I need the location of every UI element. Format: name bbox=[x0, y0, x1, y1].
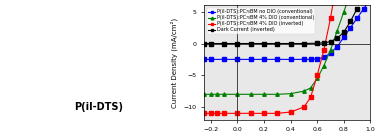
P(iI-DTS):PC₇₀BM no DIO (conventional) bbox=[202, 59, 206, 60]
P(iI-DTS):PC₇₀BM 4% DIO (inverted) bbox=[302, 106, 306, 108]
P(iI-DTS):PC₇₀BM no DIO (conventional) bbox=[348, 27, 353, 28]
Dark Current (inverted) bbox=[248, 43, 253, 44]
P(iI-DTS):PC₇₀BM no DIO (conventional) bbox=[355, 17, 359, 19]
P(iI-DTS):PC₇₀BM 4% DIO (conventional) bbox=[328, 49, 333, 51]
Dark Current (inverted) bbox=[355, 8, 359, 9]
P(iI-DTS):PC₇₀BM no DIO (conventional) bbox=[328, 52, 333, 54]
P(iI-DTS):PC₇₀BM 4% DIO (conventional) bbox=[315, 78, 319, 79]
P(iI-DTS):PC₇₀BM 4% DIO (conventional) bbox=[342, 11, 346, 13]
Dark Current (inverted) bbox=[202, 43, 206, 44]
Dark Current (inverted) bbox=[315, 42, 319, 44]
P(iI-DTS):PC₇₀BM 4% DIO (inverted) bbox=[235, 112, 240, 114]
Line: Dark Current (inverted): Dark Current (inverted) bbox=[202, 7, 359, 45]
P(iI-DTS):PC₇₀BM no DIO (conventional) bbox=[209, 59, 213, 60]
P(iI-DTS):PC₇₀BM no DIO (conventional) bbox=[302, 59, 306, 60]
Dark Current (inverted) bbox=[302, 43, 306, 44]
Dark Current (inverted) bbox=[335, 38, 339, 39]
P(iI-DTS):PC₇₀BM 4% DIO (inverted) bbox=[315, 74, 319, 76]
Line: P(iI-DTS):PC₇₀BM 4% DIO (conventional): P(iI-DTS):PC₇₀BM 4% DIO (conventional) bbox=[202, 0, 352, 96]
P(iI-DTS):PC₇₀BM no DIO (conventional) bbox=[288, 59, 293, 60]
P(iI-DTS):PC₇₀BM no DIO (conventional) bbox=[361, 8, 366, 9]
P(iI-DTS):PC₇₀BM no DIO (conventional) bbox=[342, 36, 346, 38]
Line: P(iI-DTS):PC₇₀BM no DIO (conventional): P(iI-DTS):PC₇₀BM no DIO (conventional) bbox=[202, 0, 372, 61]
P(iI-DTS):PC₇₀BM 4% DIO (conventional) bbox=[248, 93, 253, 95]
P(iI-DTS):PC₇₀BM 4% DIO (inverted) bbox=[202, 112, 206, 114]
P(iI-DTS):PC₇₀BM no DIO (conventional) bbox=[315, 58, 319, 60]
P(iI-DTS):PC₇₀BM 4% DIO (conventional) bbox=[288, 93, 293, 95]
P(iI-DTS):PC₇₀BM 4% DIO (conventional) bbox=[322, 65, 326, 67]
P(iI-DTS):PC₇₀BM no DIO (conventional) bbox=[222, 59, 226, 60]
Dark Current (inverted) bbox=[209, 43, 213, 44]
Dark Current (inverted) bbox=[342, 31, 346, 33]
P(iI-DTS):PC₇₀BM 4% DIO (conventional) bbox=[335, 30, 339, 32]
P(iI-DTS):PC₇₀BM 4% DIO (inverted) bbox=[288, 111, 293, 113]
P(iI-DTS):PC₇₀BM 4% DIO (inverted) bbox=[322, 49, 326, 51]
P(iI-DTS):PC₇₀BM 4% DIO (conventional) bbox=[215, 93, 220, 95]
P(iI-DTS):PC₇₀BM 4% DIO (inverted) bbox=[248, 112, 253, 114]
P(iI-DTS):PC₇₀BM 4% DIO (conventional) bbox=[302, 90, 306, 92]
P(iI-DTS):PC₇₀BM 4% DIO (conventional) bbox=[235, 93, 240, 95]
P(iI-DTS):PC₇₀BM 4% DIO (inverted) bbox=[262, 112, 266, 114]
Dark Current (inverted) bbox=[322, 42, 326, 44]
P(iI-DTS):PC₇₀BM no DIO (conventional) bbox=[308, 59, 313, 60]
P(iI-DTS):PC₇₀BM 4% DIO (conventional) bbox=[209, 93, 213, 95]
P(iI-DTS):PC₇₀BM 4% DIO (inverted) bbox=[328, 17, 333, 19]
P(iI-DTS):PC₇₀BM 4% DIO (inverted) bbox=[275, 112, 280, 114]
P(iI-DTS):PC₇₀BM 4% DIO (inverted) bbox=[222, 112, 226, 114]
Y-axis label: Current Density (mA/cm²): Current Density (mA/cm²) bbox=[170, 18, 178, 108]
P(iI-DTS):PC₇₀BM no DIO (conventional) bbox=[335, 46, 339, 47]
Dark Current (inverted) bbox=[328, 41, 333, 42]
P(iI-DTS):PC₇₀BM no DIO (conventional) bbox=[235, 59, 240, 60]
P(iI-DTS):PC₇₀BM no DIO (conventional) bbox=[248, 59, 253, 60]
P(iI-DTS):PC₇₀BM no DIO (conventional) bbox=[262, 59, 266, 60]
P(iI-DTS):PC₇₀BM 4% DIO (conventional) bbox=[308, 87, 313, 89]
P(iI-DTS):PC₇₀BM no DIO (conventional) bbox=[275, 59, 280, 60]
Dark Current (inverted) bbox=[222, 43, 226, 44]
Dark Current (inverted) bbox=[348, 21, 353, 22]
Text: P(iI-DTS): P(iI-DTS) bbox=[74, 101, 123, 112]
P(iI-DTS):PC₇₀BM 4% DIO (inverted) bbox=[209, 112, 213, 114]
Legend: P(iI-DTS):PC₇₀BM no DIO (conventional), P(iI-DTS):PC₇₀BM 4% DIO (conventional), : P(iI-DTS):PC₇₀BM no DIO (conventional), … bbox=[206, 8, 316, 34]
P(iI-DTS):PC₇₀BM 4% DIO (conventional) bbox=[275, 93, 280, 95]
P(iI-DTS):PC₇₀BM 4% DIO (inverted) bbox=[308, 97, 313, 98]
Dark Current (inverted) bbox=[288, 43, 293, 44]
P(iI-DTS):PC₇₀BM no DIO (conventional) bbox=[322, 57, 326, 58]
Line: P(iI-DTS):PC₇₀BM 4% DIO (inverted): P(iI-DTS):PC₇₀BM 4% DIO (inverted) bbox=[202, 0, 339, 115]
Dark Current (inverted) bbox=[262, 43, 266, 44]
P(iI-DTS):PC₇₀BM 4% DIO (inverted) bbox=[215, 112, 220, 114]
P(iI-DTS):PC₇₀BM 4% DIO (inverted) bbox=[331, 1, 335, 3]
P(iI-DTS):PC₇₀BM 4% DIO (conventional) bbox=[222, 93, 226, 95]
Dark Current (inverted) bbox=[235, 43, 240, 44]
Dark Current (inverted) bbox=[275, 43, 280, 44]
P(iI-DTS):PC₇₀BM 4% DIO (conventional) bbox=[202, 93, 206, 95]
P(iI-DTS):PC₇₀BM 4% DIO (conventional) bbox=[262, 93, 266, 95]
